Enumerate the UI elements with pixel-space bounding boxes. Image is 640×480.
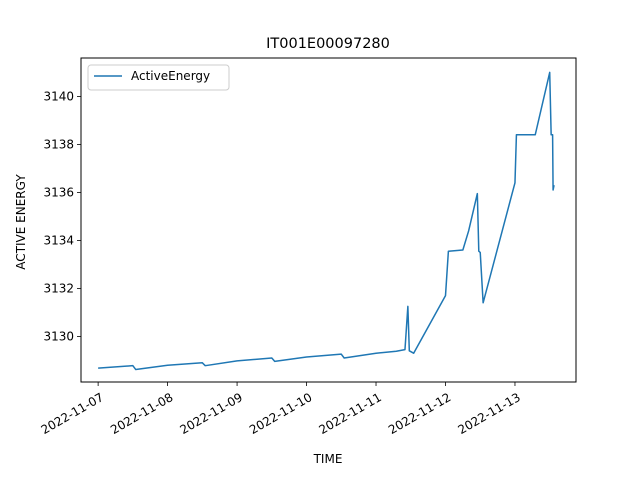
y-tick-label: 3130 [43, 329, 74, 343]
legend: ActiveEnergy [87, 64, 230, 91]
y-tick-label: 3132 [43, 281, 74, 295]
legend-label: ActiveEnergy [131, 69, 210, 83]
legend-box [87, 64, 230, 91]
y-axis: 3130 3132 3134 3136 3138 3140 [43, 89, 81, 343]
y-tick-label: 3136 [43, 185, 74, 199]
y-tick-label: 3138 [43, 137, 74, 151]
plot-area [98, 71, 555, 371]
y-tick-label: 3140 [43, 89, 74, 103]
x-axis-label: TIME [313, 452, 343, 466]
y-tick-label: 3134 [43, 233, 74, 247]
y-axis-label: ACTIVE ENERGY [14, 174, 28, 270]
plot-frame [80, 57, 577, 383]
series-line-0 [98, 71, 555, 371]
chart-title: IT001E00097280 [266, 36, 390, 52]
